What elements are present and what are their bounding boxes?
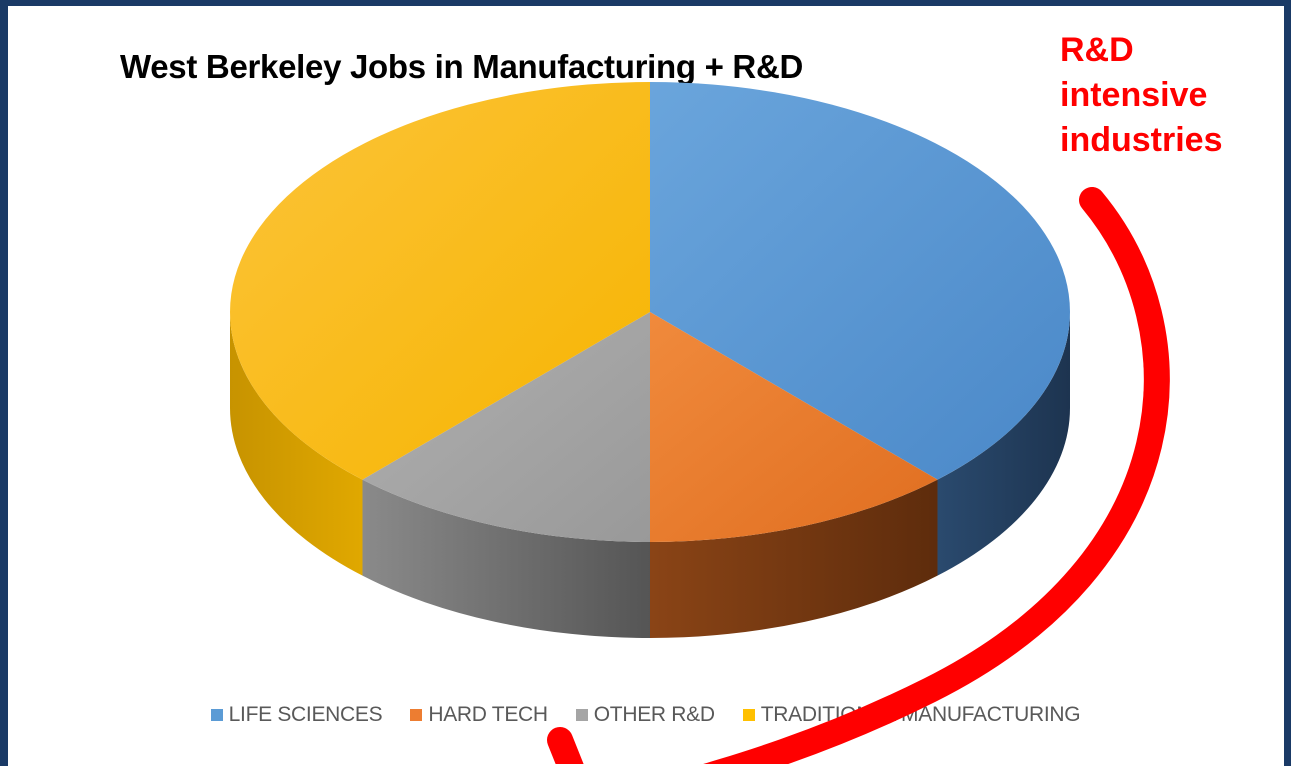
legend-swatch — [410, 709, 423, 721]
legend-swatch — [742, 709, 755, 721]
pie-slice-side — [230, 312, 363, 576]
legend-swatch — [210, 709, 223, 721]
legend-swatch — [575, 709, 588, 721]
annotation-line: intensive — [1060, 76, 1208, 114]
chart-title: West Berkeley Jobs in Manufacturing + R&… — [120, 48, 804, 85]
pie-tops — [230, 82, 1070, 542]
legend-label: LIFE SCIENCES — [228, 703, 383, 726]
pie-slice-side — [362, 479, 650, 638]
legend: LIFE SCIENCES HARD TECH OTHER R&D TRADIT… — [0, 703, 1291, 727]
annotation-label: R&D intensive industries — [1060, 28, 1280, 163]
legend-item: OTHER R&D — [575, 703, 715, 727]
legend-item: LIFE SCIENCES — [210, 703, 383, 727]
pie-slice — [230, 82, 651, 480]
pie-slice — [362, 312, 650, 542]
annotation-line: industries — [1060, 121, 1223, 159]
legend-label: TRADITIONAL MANUFACTURING — [760, 703, 1081, 726]
legend-item: TRADITIONAL MANUFACTURING — [742, 703, 1081, 727]
legend-label: HARD TECH — [428, 703, 548, 726]
annotation-line: R&D — [1060, 31, 1134, 69]
legend-label: OTHER R&D — [593, 703, 715, 726]
legend-item: HARD TECH — [410, 703, 548, 727]
